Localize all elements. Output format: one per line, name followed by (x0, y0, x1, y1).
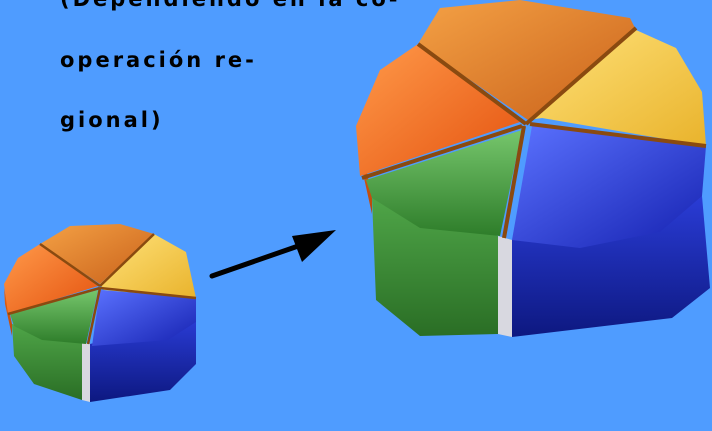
small-pie-side-grey (82, 342, 90, 402)
caption-line-2: operación re- (60, 48, 257, 72)
large-pie-slice-red (356, 44, 520, 176)
large-pie-slice-yellow (528, 30, 706, 146)
small-pie-chart (4, 224, 197, 402)
large-pie-side-grey (498, 236, 512, 337)
small-pie-slice-green (10, 290, 98, 344)
small-pie-slice-orange (40, 224, 154, 284)
arrow-head (292, 230, 336, 262)
caption-line-3: gional) (60, 108, 164, 132)
caption-line-1: (Dependiendo en la co- (60, 0, 400, 11)
small-pie-side-green (12, 324, 82, 400)
small-pie-slice-blue (92, 290, 196, 346)
large-pie-chart (356, 0, 710, 337)
large-pie-slice-orange (418, 0, 636, 120)
large-pie-slice-blue (512, 126, 706, 248)
growth-arrow (209, 230, 336, 279)
small-pie-slice-yellow (100, 234, 196, 298)
small-pie-slice-red (4, 244, 98, 314)
large-pie-slice-green (366, 130, 522, 236)
